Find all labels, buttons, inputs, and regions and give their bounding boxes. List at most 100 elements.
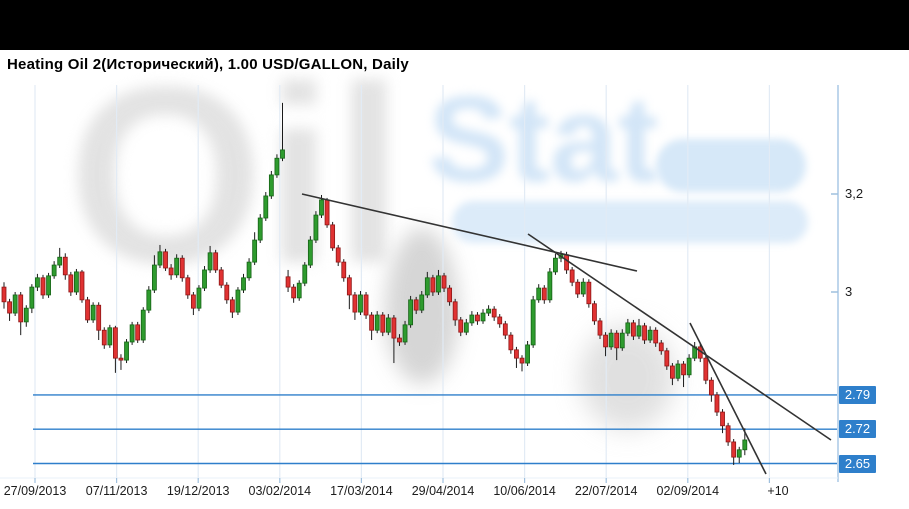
price-tag-2.79[interactable]: 2.79 [839, 385, 876, 404]
candle-up [257, 217, 263, 241]
x-axis-label: +10 [767, 484, 789, 498]
candle-down [441, 275, 447, 289]
candle-down [335, 247, 341, 263]
candle-up [742, 439, 748, 451]
x-axis-label: 19/12/2013 [166, 484, 230, 498]
trend-line-3[interactable] [689, 322, 767, 475]
candle-up [408, 299, 414, 326]
candle-down [564, 254, 569, 271]
candle-up [202, 269, 207, 289]
candle-down [85, 299, 90, 321]
candle-up [74, 271, 79, 293]
candle-up [280, 149, 285, 159]
candle-down [18, 294, 24, 323]
x-axis-label: 03/02/2014 [248, 484, 312, 498]
candle-up [129, 324, 135, 343]
candle-down [391, 317, 397, 339]
candle-up [385, 317, 391, 333]
candle-down [575, 281, 581, 295]
candle-up [235, 289, 241, 313]
candle-up [174, 257, 180, 276]
candle-up [486, 308, 491, 314]
candle-down [586, 281, 592, 305]
x-axis-label: 10/06/2014 [493, 484, 556, 498]
candle-down [502, 323, 508, 336]
candle-down [101, 329, 107, 346]
candle-up [736, 449, 742, 458]
candle-down [135, 324, 141, 341]
candle-down [430, 277, 436, 293]
candle-down [475, 314, 480, 322]
x-axis-label: 02/09/2014 [656, 484, 720, 498]
candle-down [592, 303, 597, 322]
candle-up [35, 277, 40, 288]
x-axis-label: 07/11/2013 [85, 484, 148, 498]
candle-up [51, 264, 57, 277]
candle-down [514, 349, 519, 359]
price-tag-2.72[interactable]: 2.72 [839, 420, 876, 439]
candle-up [469, 314, 475, 324]
candle-down [7, 301, 12, 314]
candle-up [525, 344, 530, 364]
candle-down [708, 379, 714, 396]
candle-down [658, 342, 664, 352]
candle-down [642, 325, 647, 341]
x-axis-label: 17/03/2014 [330, 484, 393, 498]
candle-up [296, 282, 302, 299]
candle-up [358, 294, 363, 313]
candle-down [62, 256, 68, 276]
candle-down [397, 337, 402, 343]
candle-up [686, 357, 692, 376]
x-axis-label: 27/09/2013 [3, 484, 67, 498]
candle-up [57, 256, 63, 266]
candle-up [263, 195, 269, 219]
candle-down [163, 251, 168, 269]
price-tag-2.65[interactable]: 2.65 [839, 454, 876, 473]
trend-line-1[interactable] [301, 193, 638, 272]
x-axis-label: 29/04/2014 [411, 484, 475, 498]
candle-up [140, 309, 146, 341]
candle-up [424, 277, 430, 296]
candle-down [725, 425, 731, 443]
candle-down [179, 257, 185, 279]
candle-up [46, 275, 51, 296]
candle-up [608, 332, 614, 348]
candle-down [413, 299, 419, 311]
candle-up [107, 327, 113, 346]
candle-up [302, 264, 308, 284]
candle-up [419, 294, 425, 311]
candle-down [330, 224, 336, 249]
candle-down [363, 294, 369, 316]
candle-down [285, 276, 291, 288]
candle-up [307, 239, 313, 266]
candle-up [157, 251, 163, 266]
candle-down [291, 286, 297, 299]
trend-line-2[interactable] [527, 233, 832, 441]
candle-down [703, 357, 709, 381]
candle-down [497, 316, 503, 325]
candle-up [480, 312, 486, 322]
candle-up [124, 341, 129, 361]
candle-down [508, 334, 514, 351]
candle-down [213, 252, 219, 271]
candle-up [196, 287, 202, 309]
candle-down [346, 277, 352, 296]
candle-down [185, 277, 191, 296]
candle-up [675, 363, 681, 379]
candle-up [625, 322, 631, 334]
candle-down [96, 304, 102, 331]
candle-up [619, 332, 625, 349]
candle-down [541, 287, 547, 301]
candle-down [68, 274, 74, 293]
candle-up [90, 304, 96, 321]
candle-down [631, 322, 636, 337]
candle-up [647, 329, 653, 341]
candle-down [341, 261, 347, 279]
candle-down [452, 301, 458, 321]
candle-up [23, 307, 29, 323]
candle-down [218, 269, 224, 286]
candle-up [29, 286, 35, 309]
candle-down [681, 363, 686, 376]
